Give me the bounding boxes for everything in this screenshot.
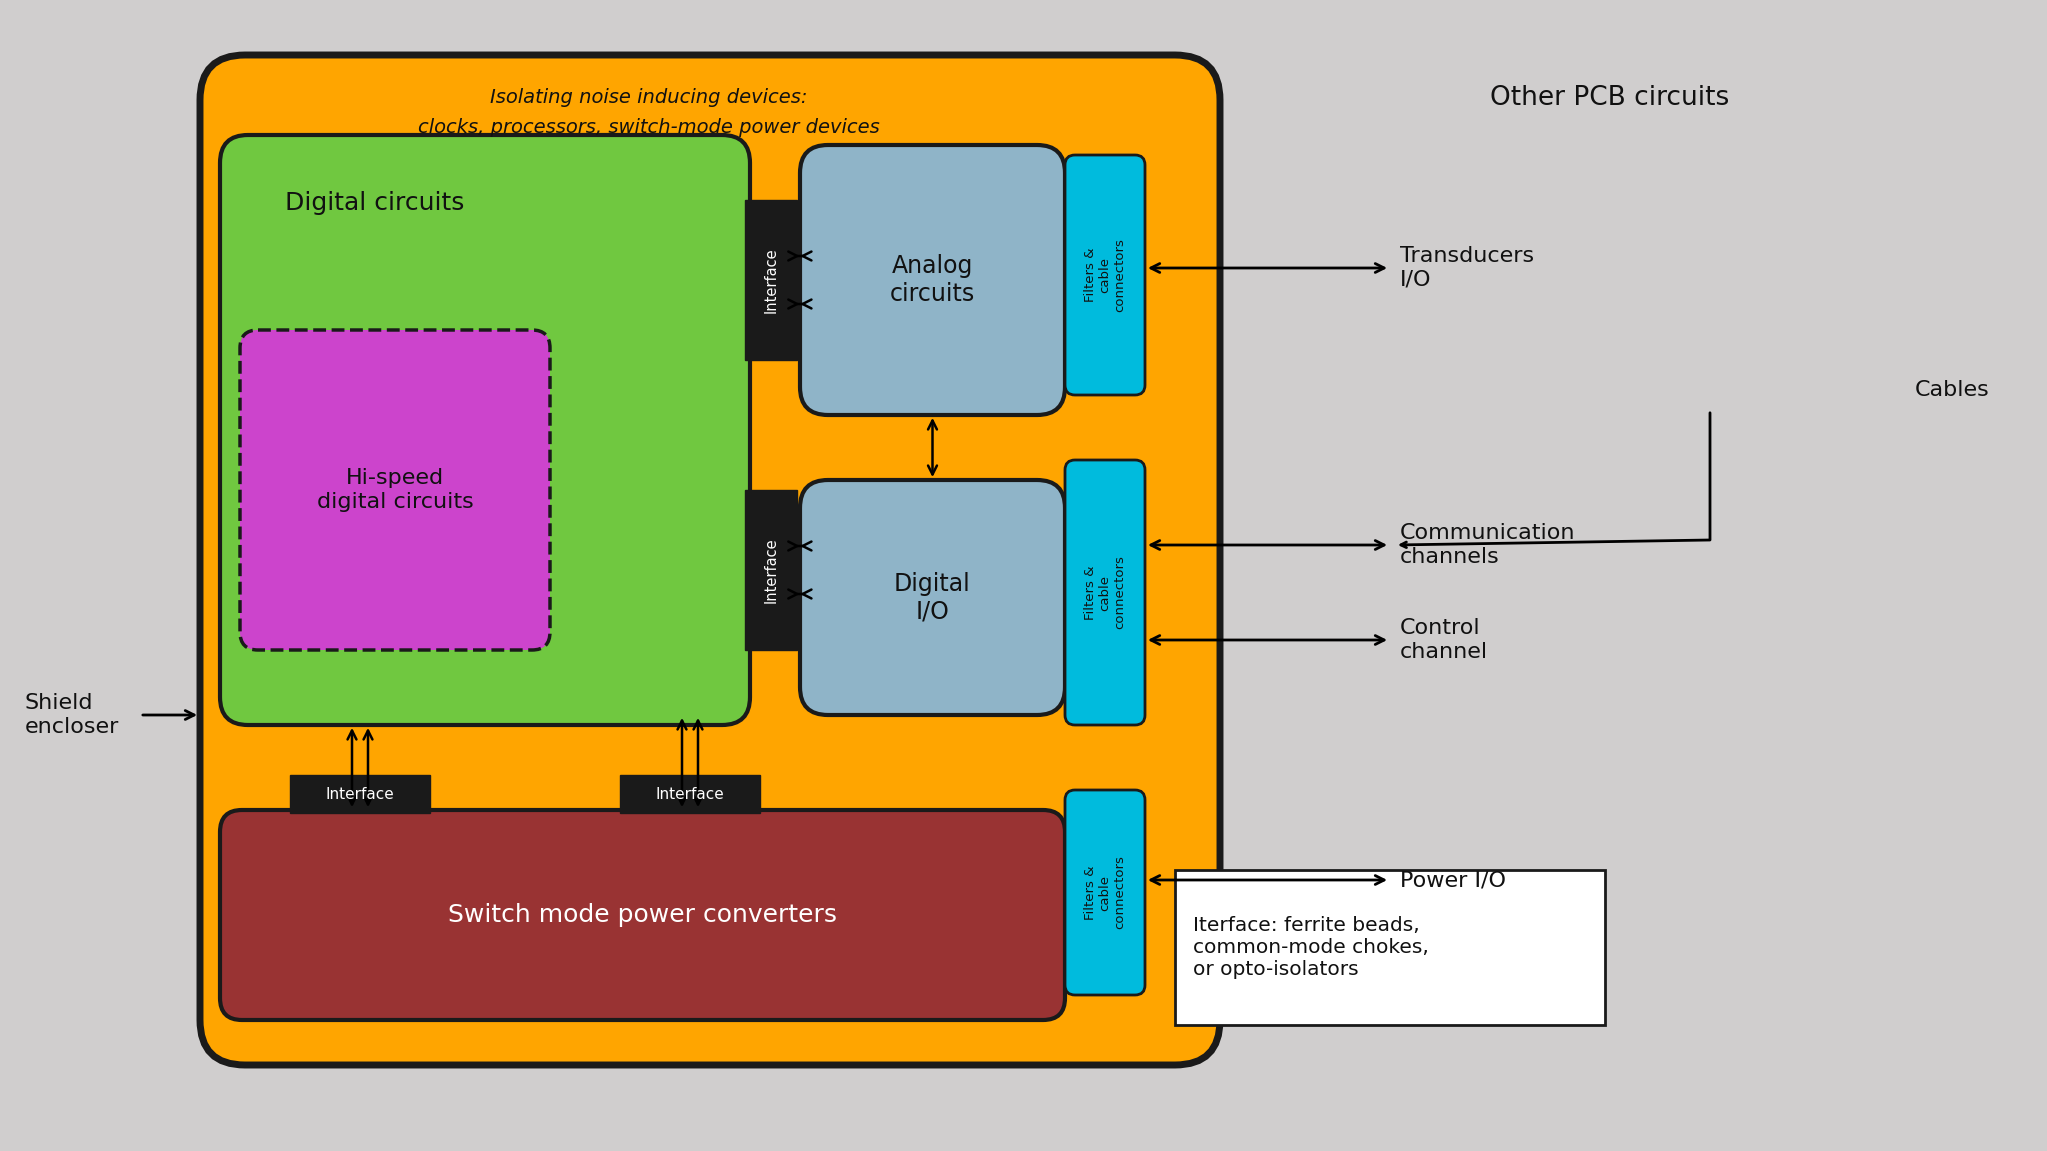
Bar (745, 490, 796, 650)
Text: Shield
encloser: Shield encloser (25, 693, 119, 737)
FancyBboxPatch shape (1064, 460, 1144, 725)
Text: Interface: Interface (655, 786, 725, 801)
Text: Communication
channels: Communication channels (1400, 524, 1576, 566)
FancyBboxPatch shape (800, 145, 1064, 416)
Text: Control
channel: Control channel (1400, 618, 1488, 662)
Text: Filters &
cable
connectors: Filters & cable connectors (1083, 855, 1126, 930)
Text: Hi-speed
digital circuits: Hi-speed digital circuits (317, 468, 473, 511)
Bar (1175, 870, 1605, 1026)
Text: Interface: Interface (764, 538, 778, 603)
Text: Transducers
I/O: Transducers I/O (1400, 246, 1533, 290)
FancyBboxPatch shape (201, 55, 1220, 1065)
Text: Other PCB circuits: Other PCB circuits (1490, 85, 1730, 110)
Text: Interface: Interface (764, 247, 778, 313)
FancyBboxPatch shape (800, 480, 1064, 715)
Text: Cables: Cables (1916, 380, 1990, 401)
Text: Isolating noise inducing devices:: Isolating noise inducing devices: (489, 87, 809, 107)
FancyBboxPatch shape (219, 135, 749, 725)
Text: Switch mode power converters: Switch mode power converters (448, 904, 837, 927)
FancyBboxPatch shape (1064, 155, 1144, 395)
Bar (291, 775, 430, 813)
Bar (745, 200, 796, 360)
Text: Interface: Interface (325, 786, 395, 801)
Text: Power I/O: Power I/O (1400, 870, 1507, 890)
Text: Iterface: ferrite beads,
common-mode chokes,
or opto-isolators: Iterface: ferrite beads, common-mode cho… (1193, 916, 1429, 980)
FancyBboxPatch shape (219, 810, 1064, 1020)
Bar (620, 775, 759, 813)
Text: Digital
I/O: Digital I/O (895, 572, 970, 624)
Text: Digital circuits: Digital circuits (285, 191, 465, 215)
Text: Analog
circuits: Analog circuits (890, 254, 974, 306)
Text: Filters &
cable
connectors: Filters & cable connectors (1083, 238, 1126, 312)
Text: clocks, processors, switch-mode power devices: clocks, processors, switch-mode power de… (418, 117, 880, 137)
Text: Filters &
cable
connectors: Filters & cable connectors (1083, 556, 1126, 630)
FancyBboxPatch shape (239, 330, 551, 650)
FancyBboxPatch shape (1064, 790, 1144, 994)
